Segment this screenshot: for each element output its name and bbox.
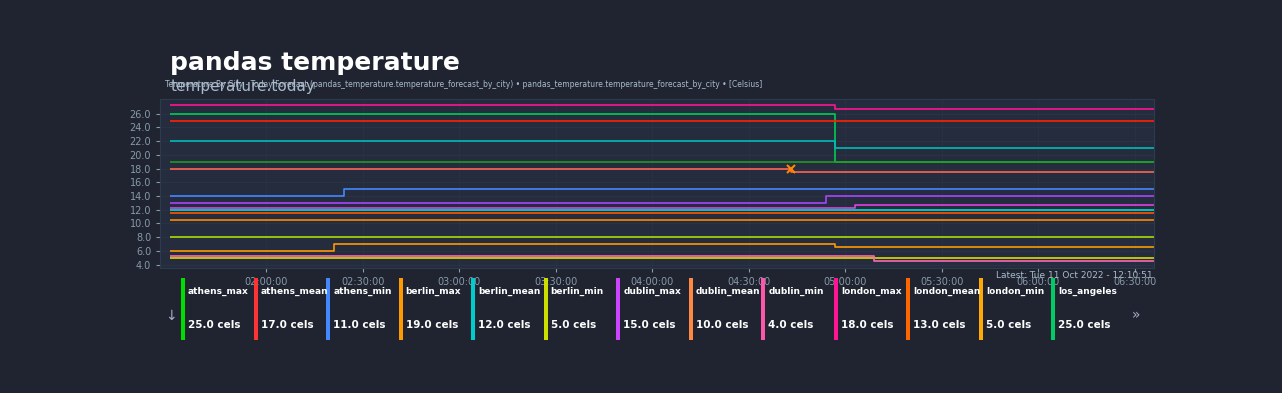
Bar bbox=[833, 278, 838, 340]
Text: 5.0 cels: 5.0 cels bbox=[986, 320, 1031, 330]
Text: 25.0 cels: 25.0 cels bbox=[1059, 320, 1111, 330]
Text: dublin_max: dublin_max bbox=[623, 286, 681, 296]
Bar bbox=[906, 278, 910, 340]
Text: berlin_min: berlin_min bbox=[551, 286, 604, 296]
Bar bbox=[979, 278, 983, 340]
Bar bbox=[472, 278, 476, 340]
Text: ↓: ↓ bbox=[165, 309, 177, 322]
Bar bbox=[617, 278, 620, 340]
Text: pandas temperature: pandas temperature bbox=[171, 51, 460, 75]
Bar bbox=[181, 278, 185, 340]
Text: 13.0 cels: 13.0 cels bbox=[913, 320, 965, 330]
Text: 25.0 cels: 25.0 cels bbox=[188, 320, 241, 330]
Text: berlin_mean: berlin_mean bbox=[478, 286, 541, 296]
Text: athens_max: athens_max bbox=[188, 286, 249, 296]
Text: london_max: london_max bbox=[841, 286, 901, 296]
Bar bbox=[326, 278, 331, 340]
Text: dublin_min: dublin_min bbox=[768, 286, 824, 296]
Text: berlin_max: berlin_max bbox=[405, 286, 462, 296]
Bar bbox=[544, 278, 547, 340]
Bar bbox=[399, 278, 403, 340]
Text: 10.0 cels: 10.0 cels bbox=[696, 320, 749, 330]
Text: temperature.today: temperature.today bbox=[171, 79, 315, 94]
Text: 18.0 cels: 18.0 cels bbox=[841, 320, 894, 330]
Text: 15.0 cels: 15.0 cels bbox=[623, 320, 676, 330]
Text: Temperature By City - Today Forecast (pandas_temperature.temperature_forecast_by: Temperature By City - Today Forecast (pa… bbox=[165, 80, 763, 89]
Bar bbox=[762, 278, 765, 340]
Text: london_mean: london_mean bbox=[913, 286, 981, 296]
Text: 19.0 cels: 19.0 cels bbox=[405, 320, 458, 330]
Text: 17.0 cels: 17.0 cels bbox=[260, 320, 313, 330]
Text: los_angeles: los_angeles bbox=[1059, 286, 1118, 296]
Text: 5.0 cels: 5.0 cels bbox=[551, 320, 596, 330]
Bar bbox=[254, 278, 258, 340]
Text: athens_mean: athens_mean bbox=[260, 286, 328, 296]
Text: Latest: Tue 11 Oct 2022 - 12:10:51: Latest: Tue 11 Oct 2022 - 12:10:51 bbox=[996, 270, 1153, 279]
Bar bbox=[1051, 278, 1055, 340]
Text: »: » bbox=[1132, 309, 1141, 322]
Text: 11.0 cels: 11.0 cels bbox=[333, 320, 386, 330]
Text: dublin_mean: dublin_mean bbox=[696, 286, 760, 296]
Text: athens_min: athens_min bbox=[333, 286, 391, 296]
Text: 12.0 cels: 12.0 cels bbox=[478, 320, 531, 330]
Text: london_min: london_min bbox=[986, 286, 1044, 296]
Text: 4.0 cels: 4.0 cels bbox=[768, 320, 814, 330]
Bar bbox=[688, 278, 692, 340]
